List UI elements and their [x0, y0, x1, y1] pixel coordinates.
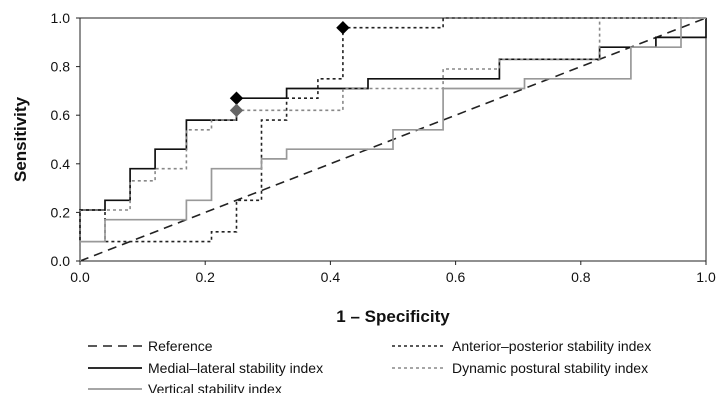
x-tick-label: 0.2: [195, 269, 215, 285]
legend-label-dynamic-postural-stability-index: Dynamic postural stability index: [452, 360, 648, 376]
optimal-point-marker-dynamic-postural-stability-index: [229, 103, 244, 118]
optimal-point-marker-medial-lateral-stability-index: [229, 91, 244, 105]
x-tick-label: 1.0: [696, 269, 716, 285]
legend-label-vertical-stability-index: Vertical stability index: [148, 381, 282, 393]
x-axis-title: 1 – Specificity: [336, 307, 450, 326]
y-tick-label: 1.0: [51, 10, 71, 26]
y-tick-label: 0.8: [51, 59, 71, 75]
series-line-vertical-stability-index: [79, 17, 706, 261]
y-tick-label: 0.0: [51, 253, 71, 269]
x-tick-label: 0.0: [70, 269, 90, 285]
series-layer: [79, 17, 707, 262]
x-tick-label: 0.6: [446, 269, 466, 285]
optimal-point-marker-anterior-posterior-stability-index: [336, 21, 350, 35]
tick-layer: 0.0 0.2 0.4 0.6 0.8 1.0 0.0 0.2 0.4 0.6 0.8 1.0: [51, 10, 716, 285]
x-tick-label: 0.4: [321, 269, 341, 285]
legend: Reference Anterior–posterior stability in…: [88, 338, 651, 397]
marker-layer: [229, 21, 350, 118]
series-line-medial-lateral-stability-index: [79, 18, 707, 261]
legend-label-anterior-posterior-stability-index: Anterior–posterior stability index: [452, 338, 651, 354]
series-line-dynamic-postural-stability-index: [79, 17, 706, 261]
axes-layer: [79, 17, 707, 262]
y-axis-title: Sensitivity: [11, 96, 30, 182]
y-tick-label: 0.4: [51, 156, 71, 172]
y-tick-label: 0.2: [51, 204, 71, 220]
legend-label-reference: Reference: [148, 338, 213, 354]
x-tick-label: 0.8: [571, 269, 591, 285]
legend-label-medial-lateral-stability-index: Medial–lateral stability index: [148, 360, 323, 376]
plot-frame: [79, 17, 707, 262]
y-tick-label: 0.6: [51, 107, 71, 123]
